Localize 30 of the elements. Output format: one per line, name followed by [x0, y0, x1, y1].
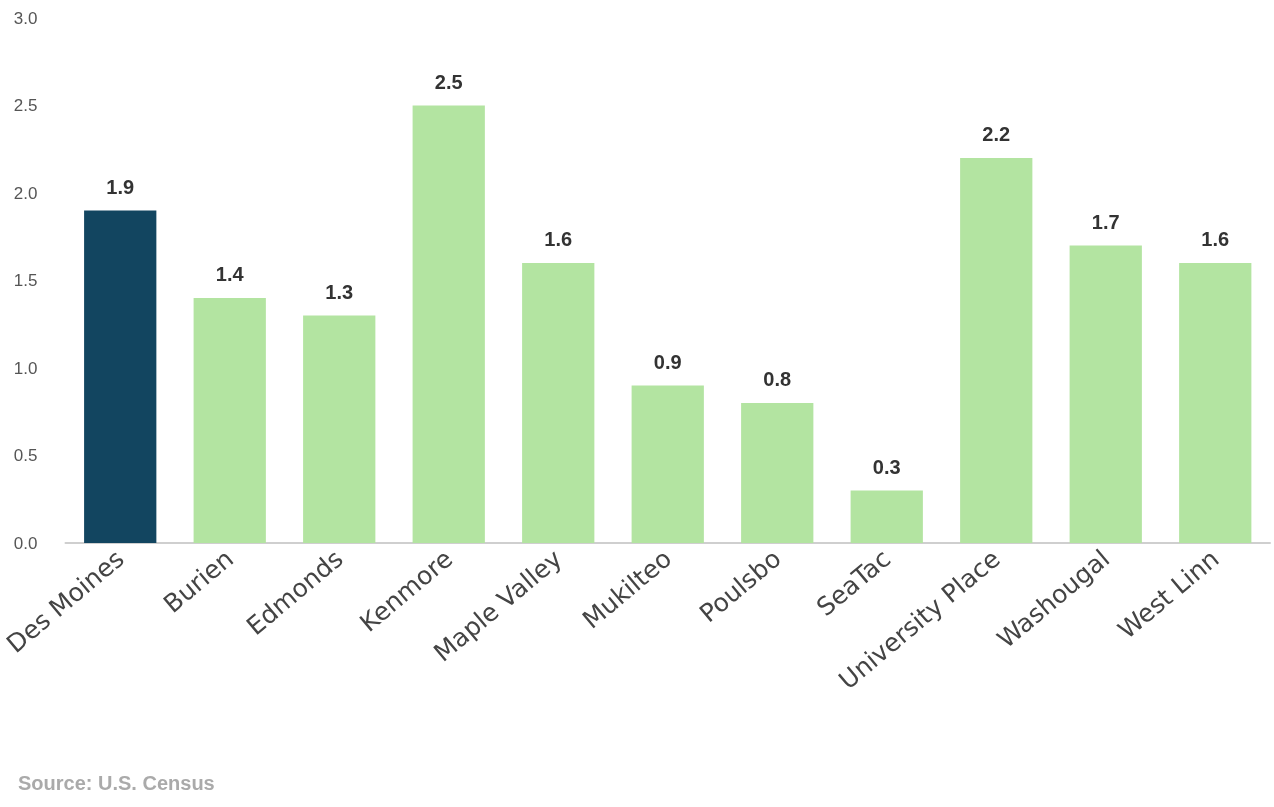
data-label: 0.8 [763, 368, 792, 390]
y-tick-label: 1.0 [13, 358, 38, 378]
source-note: Source: U.S. Census [18, 772, 215, 794]
bar [741, 403, 814, 543]
bar [193, 298, 266, 543]
data-label: 2.5 [434, 70, 463, 93]
data-label: 0.3 [872, 455, 901, 478]
bar [850, 490, 923, 543]
y-tick-label: 1.5 [13, 271, 38, 290]
data-label: 1.6 [1201, 228, 1230, 250]
bar [960, 158, 1033, 543]
data-label: 1.6 [544, 228, 573, 250]
bar [84, 210, 157, 543]
data-label: 1.4 [215, 263, 245, 285]
data-label: 1.3 [325, 280, 354, 303]
y-tick-label: 3.0 [13, 8, 38, 28]
data-label: 2.2 [982, 123, 1011, 145]
y-tick-label: 2.5 [13, 96, 38, 115]
bar [412, 105, 485, 543]
y-tick-label: 0.0 [13, 533, 38, 553]
y-tick-label: 2.0 [13, 183, 38, 203]
y-tick-label: 0.5 [13, 446, 38, 465]
data-label: 0.9 [653, 350, 682, 373]
bar [631, 385, 704, 543]
bar [522, 263, 595, 543]
bar [1069, 245, 1142, 543]
data-label: 1.9 [106, 175, 135, 198]
data-label: 1.7 [1091, 210, 1120, 233]
bar [1179, 263, 1252, 543]
bar [303, 315, 376, 543]
